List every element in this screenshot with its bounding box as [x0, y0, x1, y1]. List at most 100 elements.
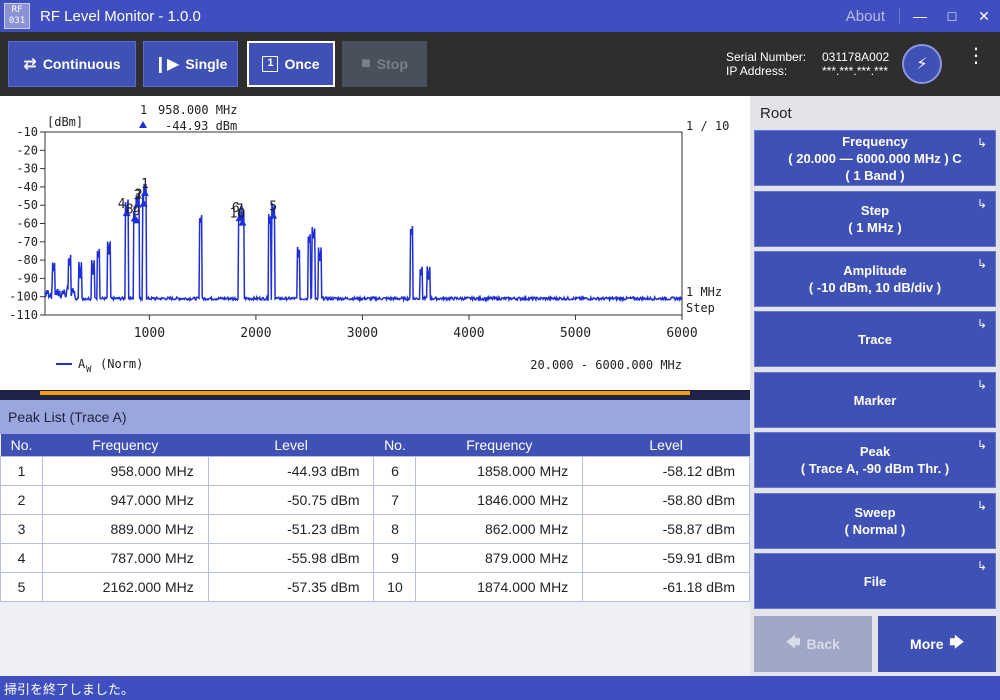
peak-no: 1: [0, 455, 43, 486]
active-marker-frequency: 958.000 MHz: [158, 103, 237, 117]
step-value: 1 MHz: [686, 285, 722, 299]
menu-frequency-button[interactable]: ↳ Frequency ( 20.000 — 6000.000 MHz ) C …: [754, 130, 996, 186]
peak-frequency: 947.000 MHz: [41, 484, 209, 515]
peak-frequency: 958.000 MHz: [41, 455, 209, 486]
marker-label: 7: [236, 202, 244, 217]
peak-level: -58.87 dBm: [582, 513, 750, 544]
col-header-no: No.: [373, 434, 416, 456]
stop-icon: ■: [361, 55, 371, 72]
titlebar-separator: [899, 8, 900, 24]
peak-no: 8: [373, 513, 417, 544]
y-tick-label: -20: [16, 143, 38, 157]
y-unit-label: [dBm]: [47, 115, 83, 129]
peak-level: -44.93 dBm: [207, 455, 375, 486]
once-icon: 1: [262, 56, 279, 72]
legend-trace-name: A: [78, 357, 86, 371]
menu-peak-button[interactable]: ↳ Peak ( Trace A, -90 dBm Thr. ): [754, 432, 996, 488]
continuous-label: Continuous: [42, 56, 121, 72]
frequency-range-label: 20.000 - 6000.000 MHz: [530, 358, 682, 372]
peak-frequency: 1846.000 MHz: [415, 484, 584, 515]
submenu-arrow-icon: ↳: [976, 257, 987, 271]
y-tick-label: -40: [16, 180, 38, 194]
y-tick-label: -110: [9, 308, 38, 322]
menu-sweep-button[interactable]: ↳ Sweep ( Normal ): [754, 493, 996, 549]
marker-triangle: [235, 214, 244, 222]
submenu-arrow-icon: ↳: [976, 136, 987, 150]
peak-frequency: 2162.000 MHz: [41, 571, 209, 602]
x-tick-label: 1000: [134, 326, 165, 341]
peak-frequency: 862.000 MHz: [415, 513, 584, 544]
disconnect-button[interactable]: ⚡: [902, 44, 942, 84]
y-tick-label: -70: [16, 235, 38, 249]
submenu-arrow-icon: ↳: [976, 559, 987, 573]
table-row[interactable]: 2 947.000 MHz -50.75 dBm 7 1846.000 MHz …: [0, 484, 750, 515]
peak-list-title: Peak List (Trace A): [0, 400, 750, 434]
table-row[interactable]: 1 958.000 MHz -44.93 dBm 6 1858.000 MHz …: [0, 455, 750, 486]
y-tick-label: -30: [16, 162, 38, 176]
more-options-icon[interactable]: ⋮: [966, 45, 986, 67]
table-row[interactable]: 5 2162.000 MHz -57.35 dBm 10 1874.000 MH…: [0, 571, 750, 602]
y-tick-label: -50: [16, 198, 38, 212]
peak-frequency: 1874.000 MHz: [415, 571, 584, 602]
app-logo-line2: 031: [8, 16, 26, 26]
spectrum-chart[interactable]: -10 -20 -30 -40 -50 -60 -70 -80 -90 -100 -110 1000 2…: [0, 96, 750, 390]
arrow-right-icon: 🡆: [949, 634, 964, 650]
col-header-frequency: Frequency: [42, 434, 209, 456]
peak-table-header: No. Frequency Level No. Frequency Level: [0, 434, 750, 456]
col-header-no: No.: [0, 434, 43, 456]
menu-amplitude-button[interactable]: ↳ Amplitude ( -10 dBm, 10 dB/div ): [754, 251, 996, 307]
stop-button[interactable]: ■ Stop: [342, 41, 427, 87]
about-link[interactable]: About: [845, 7, 885, 25]
continuous-button[interactable]: ⇄ Continuous: [8, 41, 136, 87]
peak-level: -59.91 dBm: [582, 542, 750, 573]
menu-item-label: Trace: [858, 331, 892, 347]
table-row[interactable]: 3 889.000 MHz -51.23 dBm 8 862.000 MHz -…: [0, 513, 750, 544]
peak-no: 9: [373, 542, 417, 573]
menu-step-button[interactable]: ↳ Step ( 1 MHz ): [754, 191, 996, 247]
menu-item-label: Sweep: [854, 505, 896, 520]
arrow-left-icon: 🡄: [786, 634, 801, 650]
menu-item-label: Marker: [853, 392, 897, 408]
peak-frequency: 889.000 MHz: [41, 513, 209, 544]
peak-no: 3: [0, 513, 43, 544]
single-button[interactable]: ❙▶ Single: [143, 41, 238, 87]
back-label: Back: [806, 636, 840, 652]
y-tick-label: -60: [16, 217, 38, 231]
marker-label: 5: [269, 200, 277, 215]
title-bar: RF 031 RF Level Monitor - 1.0.0 About — …: [0, 0, 1000, 32]
peak-table: No. Frequency Level No. Frequency Level …: [0, 434, 750, 602]
more-button[interactable]: More 🡆: [878, 616, 996, 672]
window-title: RF Level Monitor - 1.0.0: [40, 7, 201, 25]
marker-label: 8: [126, 202, 134, 217]
menu-item-label: Frequency: [842, 133, 908, 149]
maximize-icon[interactable]: □: [947, 8, 957, 24]
peak-no: 10: [373, 571, 417, 602]
peak-frequency: 879.000 MHz: [415, 542, 584, 573]
once-button[interactable]: 1 Once: [247, 41, 335, 87]
x-tick-label: 4000: [453, 326, 484, 341]
minimize-icon[interactable]: —: [913, 8, 927, 24]
x-tick-label: 2000: [240, 326, 271, 341]
ip-address-value: ***.***.***.***: [822, 64, 889, 78]
menu-file-button[interactable]: ↳ File: [754, 553, 996, 609]
marker-label: 6: [232, 201, 240, 216]
menu-item-label: Step: [860, 203, 890, 218]
col-header-level: Level: [208, 434, 374, 456]
menu-trace-button[interactable]: ↳ Trace: [754, 311, 996, 367]
menu-item-value: ( -10 dBm, 10 dB/div ): [808, 280, 942, 295]
marker-triangle: [139, 199, 148, 207]
marker-label: 2: [135, 188, 143, 203]
close-icon[interactable]: ✕: [978, 7, 990, 24]
peak-level: -58.12 dBm: [582, 455, 750, 486]
device-info: Serial Number: IP Address: 031178A002 **…: [726, 50, 889, 78]
peak-no: 6: [373, 455, 417, 486]
submenu-arrow-icon: ↳: [976, 499, 987, 513]
marker-triangle: [238, 218, 247, 226]
status-bar: 掃引を終了しました。: [0, 676, 1000, 700]
single-label: Single: [185, 56, 228, 72]
back-button[interactable]: 🡄 Back: [754, 616, 872, 672]
peak-frequency: 787.000 MHz: [41, 542, 209, 573]
serial-number-label: Serial Number:: [726, 50, 807, 64]
menu-marker-button[interactable]: ↳ Marker: [754, 372, 996, 428]
table-row[interactable]: 4 787.000 MHz -55.98 dBm 9 879.000 MHz -…: [0, 542, 750, 573]
